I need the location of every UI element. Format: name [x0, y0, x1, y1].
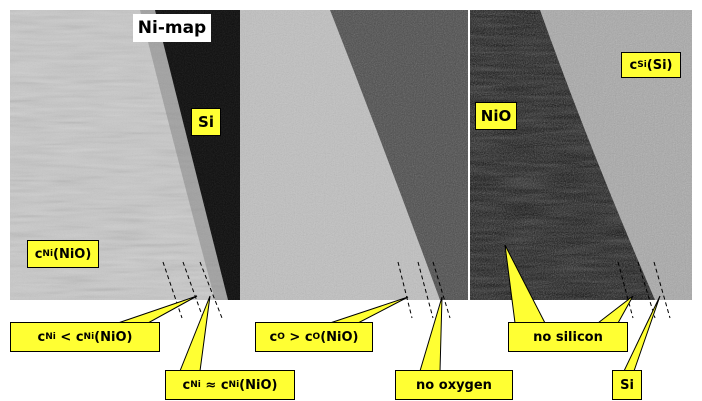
label-text: c [630, 58, 638, 73]
label-text: Si [620, 378, 634, 393]
callout-label: Si [612, 370, 642, 400]
label-text: (NiO) [94, 330, 132, 345]
subscript: Ni [45, 332, 56, 342]
subscript: Ni [229, 380, 240, 390]
label-text: < c [56, 330, 84, 345]
callout-label: no silicon [508, 322, 628, 352]
label-text: Si [198, 113, 214, 131]
label-text: > c [285, 330, 313, 345]
subscript: Ni [42, 249, 53, 259]
label-text: c [270, 330, 278, 345]
label-text: (NiO) [53, 247, 91, 262]
map-title: Ni-map [133, 14, 211, 42]
callout-label: no oxygen [395, 370, 513, 400]
label-text: ≈ c [201, 378, 229, 393]
label-text: (NiO) [320, 330, 358, 345]
label-text: (Si) [647, 58, 673, 73]
o-map-panel [240, 10, 468, 300]
label-text: (NiO) [239, 378, 277, 393]
label-text: no silicon [533, 330, 603, 345]
subscript: O [277, 332, 285, 342]
subscript: Si [637, 60, 647, 70]
label-text: no oxygen [416, 378, 492, 393]
subscript: Ni [84, 332, 95, 342]
subscript: Ni [190, 380, 201, 390]
label-text: NiO [481, 107, 511, 125]
subscript: O [313, 332, 321, 342]
label-text: c [38, 330, 46, 345]
label-text: Ni-map [138, 18, 206, 38]
label-text: c [183, 378, 191, 393]
figure: Ni-map Si cNi(NiO) NiO cSi(Si) cNi < cNi… [0, 0, 702, 401]
label-text: c [35, 247, 43, 262]
region-label: Si [191, 108, 221, 136]
region-label: NiO [475, 102, 517, 130]
